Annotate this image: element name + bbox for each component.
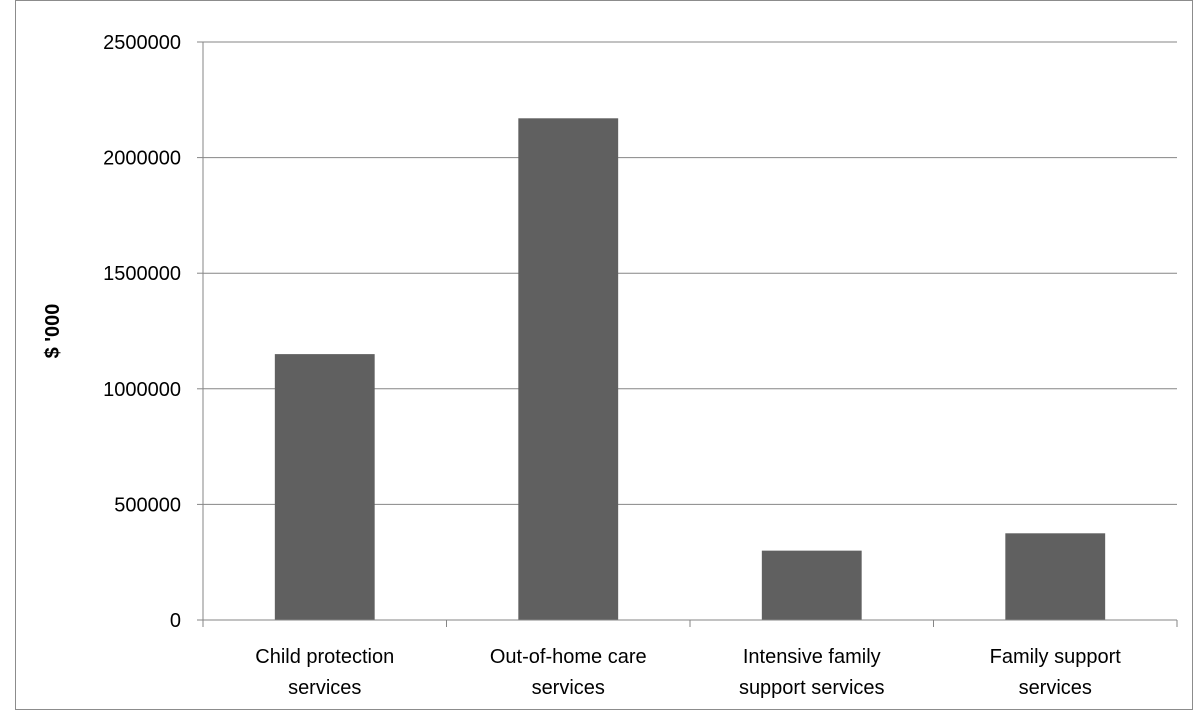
y-tick-label: 1500000 [103, 263, 181, 285]
y-tick-label: 500000 [114, 494, 181, 516]
x-category-label: Intensive family [743, 646, 881, 668]
x-category-labels: Child protection services Out-of-home care… [255, 646, 1121, 699]
y-axis-title: $ '000 [42, 304, 64, 359]
x-category-label: support services [739, 677, 885, 699]
x-category-label: Out-of-home care [490, 646, 647, 668]
bar [518, 118, 619, 621]
x-category-label: services [288, 677, 361, 699]
bar [274, 354, 375, 620]
bars [274, 118, 1106, 621]
axes [197, 41, 1178, 627]
y-tick-labels: 0 500000 1000000 1500000 2000000 2500000 [103, 32, 181, 632]
y-tick-label: 1000000 [103, 379, 181, 401]
x-category-label: services [1019, 677, 1092, 699]
x-category-label: Child protection [255, 646, 394, 668]
bar [761, 550, 862, 620]
y-tick-label: 0 [170, 610, 181, 632]
x-category-label: services [532, 677, 605, 699]
x-category-label: Family support [990, 646, 1122, 668]
y-tick-label: 2500000 [103, 32, 181, 54]
y-tick-label: 2000000 [103, 148, 181, 170]
bar [1005, 533, 1106, 620]
